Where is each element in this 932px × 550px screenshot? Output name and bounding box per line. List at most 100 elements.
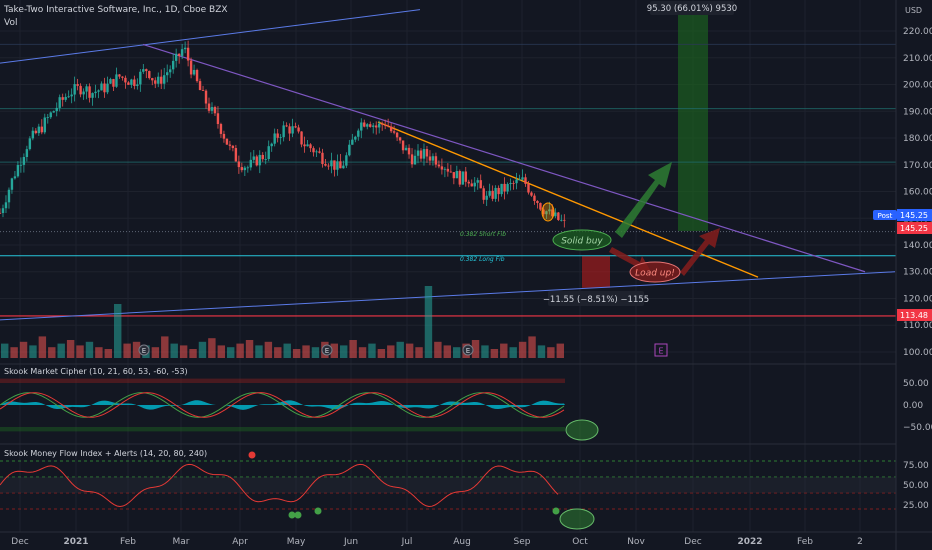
candle-body <box>476 180 479 183</box>
volume-bar <box>66 340 75 358</box>
volume-bar <box>302 345 310 358</box>
candle-body <box>28 138 32 150</box>
candle-body <box>195 69 199 82</box>
mfi-alert-dot <box>248 451 256 459</box>
volume-bar <box>434 341 442 358</box>
earnings-marker[interactable] <box>462 344 474 356</box>
candle-body <box>67 96 70 98</box>
candle-body <box>449 171 453 173</box>
candle-body <box>383 124 387 126</box>
fib-short-label: 0.382 Short Fib <box>460 231 506 238</box>
candle-body <box>563 219 566 221</box>
volume-bar <box>264 341 273 358</box>
candle-body <box>216 113 220 125</box>
time-tick-label: Jun <box>343 537 358 547</box>
volume-bar <box>95 347 103 358</box>
time-tick-label: Dec <box>11 537 28 547</box>
earnings-marker-future-label: E <box>658 347 663 356</box>
candle-body <box>94 91 97 94</box>
candle-body <box>52 111 55 113</box>
time-gridlines <box>19 0 861 532</box>
upper-channel-line[interactable] <box>0 9 421 64</box>
candle-body <box>19 164 23 166</box>
volume-bar <box>245 340 254 358</box>
candle-body <box>431 156 435 161</box>
candle-body <box>22 157 26 165</box>
cipher-tick-label: 50.00 <box>903 379 929 389</box>
candle-body <box>234 148 238 162</box>
mfi-title: Skook Money Flow Index + Alerts (14, 20,… <box>4 449 207 458</box>
candle-body <box>168 69 172 73</box>
candle-body <box>258 154 261 166</box>
cipher-tick-label: 0.00 <box>903 401 923 411</box>
long-measure-box <box>650 1 734 15</box>
candle-body <box>82 91 85 95</box>
volume-bar <box>556 343 564 358</box>
volume-bar <box>1 343 9 358</box>
candle-body <box>267 146 270 160</box>
last-price-tag <box>897 222 932 234</box>
candle-body <box>160 76 163 84</box>
candle-body <box>174 53 178 61</box>
short-measure-label: −11.55 (−8.51%) −1155 <box>543 295 649 305</box>
long-measure-zone <box>678 15 708 231</box>
candle-body <box>306 144 309 147</box>
time-tick-label: Apr <box>232 537 248 547</box>
time-tick-label: Dec <box>684 537 701 547</box>
earnings-marker[interactable] <box>321 344 333 356</box>
cipher-tick-label: −50.00 <box>903 423 932 433</box>
volume-bar <box>528 336 536 358</box>
candle-body <box>64 96 67 100</box>
candle-body <box>201 90 205 91</box>
candle-body <box>97 90 100 92</box>
solid-buy-bubble <box>552 229 612 251</box>
candle-body <box>37 126 41 134</box>
earnings-marker-future[interactable] <box>654 343 668 357</box>
candle-body <box>294 126 297 128</box>
volume-bar <box>490 349 499 358</box>
candle-body <box>515 179 518 184</box>
volume-bar <box>38 336 47 358</box>
candle-body <box>410 154 414 165</box>
volume-bar <box>189 349 197 358</box>
earnings-marker[interactable] <box>138 344 150 356</box>
candle-body <box>375 125 378 128</box>
candle-body <box>494 187 497 199</box>
up-arrow-red <box>680 228 720 276</box>
mfi-tick-label: 50.00 <box>903 481 929 491</box>
candle-body <box>437 164 441 167</box>
candle-body <box>512 183 515 184</box>
volume-bar <box>170 343 178 358</box>
candle-body <box>118 74 121 77</box>
cipher-wave <box>0 400 565 410</box>
candle-body <box>380 123 384 125</box>
mfi-alert-dot <box>288 511 296 519</box>
candle-body <box>85 86 88 92</box>
price-gridlines <box>0 30 896 353</box>
volume-bar <box>217 345 225 358</box>
candle-body <box>497 187 500 195</box>
candle-body <box>219 124 223 134</box>
candle-body <box>300 131 303 145</box>
volume-bar <box>208 338 216 358</box>
candle-body <box>166 72 169 76</box>
candle-body <box>213 107 217 114</box>
solid-buy-label: Solid buy <box>561 237 603 247</box>
candle-body <box>154 80 157 84</box>
candle-body <box>548 209 551 212</box>
orange-trendline[interactable] <box>377 121 759 278</box>
candle-body <box>73 84 76 95</box>
support-price-tag <box>897 309 932 321</box>
candle-body <box>91 93 94 98</box>
candle-body <box>189 60 193 75</box>
time-axis[interactable]: Dec 2021 Feb Mar Apr May Jun Jul Aug Sep Oct Nov Dec… <box>11 537 863 547</box>
lower-channel-line[interactable] <box>0 271 896 321</box>
candle-body <box>482 188 485 200</box>
price-tick-label: 110.00 <box>903 321 932 331</box>
time-tick-label: 2022 <box>737 537 762 547</box>
candle-body <box>198 81 202 91</box>
candle-body <box>231 145 235 149</box>
descending-trendline[interactable] <box>142 43 866 273</box>
price-tick-label: 220.00 <box>903 27 932 37</box>
